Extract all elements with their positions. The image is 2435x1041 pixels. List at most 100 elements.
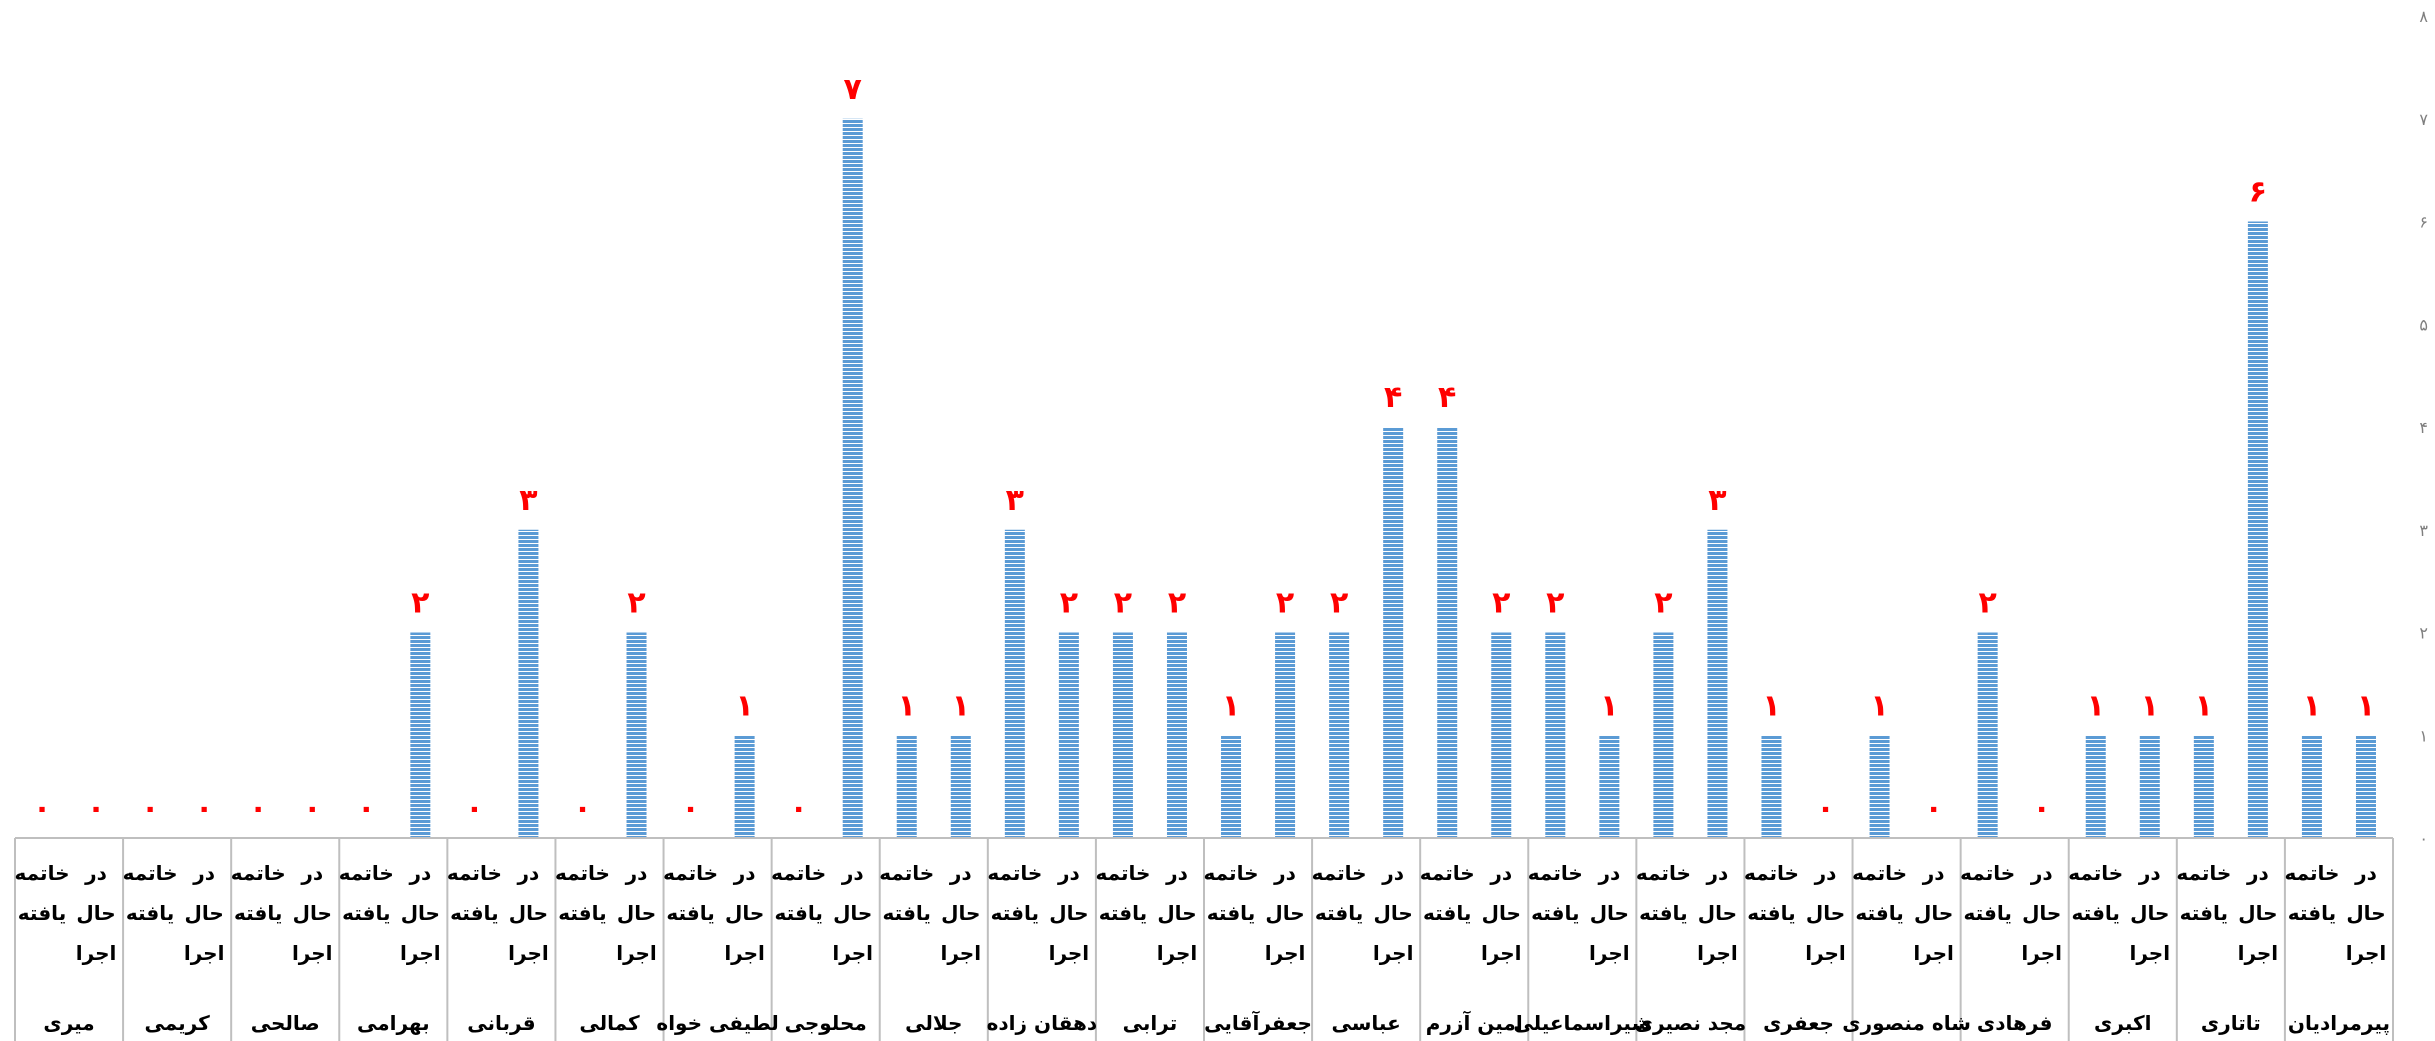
status-label-done: خاتمه bbox=[555, 861, 610, 885]
status-label-in-progress: در bbox=[841, 861, 864, 885]
category-label: پیرمرادیان bbox=[2288, 1011, 2390, 1036]
status-label-done: یافته bbox=[1855, 901, 1903, 925]
data-label: ۰ bbox=[87, 791, 105, 826]
bar-in-progress bbox=[2139, 735, 2160, 838]
y-tick-label: ۸ bbox=[2419, 7, 2428, 26]
bar-done bbox=[2301, 735, 2322, 838]
bar-in-progress bbox=[1491, 632, 1512, 838]
status-label-done: خاتمه bbox=[1312, 861, 1367, 885]
status-label-done: خاتمه bbox=[1528, 861, 1583, 885]
status-label-done: خاتمه bbox=[1852, 861, 1907, 885]
status-label-in-progress: اجرا bbox=[1805, 941, 1846, 965]
status-label-in-progress: در bbox=[84, 861, 107, 885]
y-tick-label: ۳ bbox=[2419, 521, 2428, 540]
status-label-in-progress: حال bbox=[1157, 901, 1196, 925]
status-label-in-progress: در bbox=[300, 861, 323, 885]
data-label: ۱ bbox=[1600, 688, 1618, 723]
category-label: کریمی bbox=[145, 1011, 211, 1035]
status-label-done: خاتمه bbox=[231, 861, 286, 885]
status-label-in-progress: حال bbox=[509, 901, 548, 925]
status-label-in-progress: حال bbox=[1806, 901, 1845, 925]
data-label: ۴ bbox=[1384, 380, 1402, 415]
bars-layer bbox=[410, 118, 2376, 838]
status-label-done: خاتمه bbox=[1636, 861, 1691, 885]
category-label: عباسی bbox=[1332, 1011, 1401, 1035]
status-label-in-progress: اجرا bbox=[832, 941, 873, 965]
status-label-in-progress: اجرا bbox=[1697, 941, 1738, 965]
status-label-done: یافته bbox=[1423, 901, 1471, 925]
category-label: اکبری bbox=[2094, 1011, 2151, 1035]
bar-done bbox=[1545, 632, 1566, 838]
data-label: ۱ bbox=[2141, 688, 2159, 723]
status-label-done: خاتمه bbox=[2284, 861, 2339, 885]
y-tick-label: ۰ bbox=[2419, 829, 2428, 848]
status-label-in-progress: حال bbox=[2022, 901, 2061, 925]
bar-in-progress bbox=[842, 118, 863, 838]
status-label-done: خاتمه bbox=[2176, 861, 2231, 885]
bar-in-progress bbox=[1383, 427, 1404, 838]
status-label-in-progress: در bbox=[625, 861, 648, 885]
status-label-in-progress: در bbox=[949, 861, 972, 885]
status-label-done: یافته bbox=[666, 901, 714, 925]
status-label-in-progress: اجرا bbox=[2021, 941, 2062, 965]
bar-in-progress bbox=[2247, 221, 2268, 838]
status-label-in-progress: اجرا bbox=[184, 941, 225, 965]
bar-in-progress bbox=[626, 632, 647, 838]
category-label: صالحی bbox=[251, 1011, 320, 1035]
bar-done bbox=[1004, 529, 1025, 838]
data-label: ۲ bbox=[1168, 586, 1186, 621]
status-label-in-progress: اجرا bbox=[1157, 941, 1198, 965]
data-label: ۱ bbox=[952, 688, 970, 723]
status-label-done: یافته bbox=[2072, 901, 2120, 925]
y-tick-label: ۴ bbox=[2419, 418, 2428, 437]
status-label-in-progress: اجرا bbox=[1913, 941, 1954, 965]
data-labels-layer: ۱ ۱ ۶ ۱ ۱ ۱ ۰ ۲ ۰ ۱ ۰ ۱ ۳ ۲ ۱ ۲ ۲ ۴ ۴ ۲ ۲ ۱ ۲ ۲ ۲ ۳ ۱ ۱ ۷ ۰ ۱ ۰ ۲ ۰ ۳ ۰ ۲ ۰ ۰ ۰… bbox=[33, 72, 2375, 826]
y-tick-label: ۷ bbox=[2419, 110, 2428, 129]
bar-done bbox=[1221, 735, 1242, 838]
bar-done bbox=[1761, 735, 1782, 838]
data-label: ۱ bbox=[1222, 688, 1240, 723]
bar-done bbox=[1977, 632, 1998, 838]
status-label-in-progress: اجرا bbox=[76, 941, 117, 965]
status-label-done: خاتمه bbox=[1095, 861, 1150, 885]
status-label-in-progress: اجرا bbox=[292, 941, 333, 965]
status-label-done: یافته bbox=[342, 901, 390, 925]
status-label-in-progress: حال bbox=[2238, 901, 2277, 925]
data-label: ۰ bbox=[573, 791, 591, 826]
status-label-done: خاتمه bbox=[1744, 861, 1799, 885]
bar-done bbox=[1112, 632, 1133, 838]
y-tick-label: ۱ bbox=[2419, 726, 2428, 745]
bar-done bbox=[1653, 632, 1674, 838]
status-label-in-progress: حال bbox=[1590, 901, 1629, 925]
category-label: محلوجی bbox=[785, 1011, 867, 1035]
bar-in-progress bbox=[410, 632, 431, 838]
data-label: ۱ bbox=[735, 688, 753, 723]
data-label: ۲ bbox=[1546, 586, 1564, 621]
status-label-done: خاتمه bbox=[15, 861, 70, 885]
status-label-in-progress: اجرا bbox=[1265, 941, 1306, 965]
data-label: ۲ bbox=[1276, 586, 1294, 621]
category-label: فرهادی bbox=[1977, 1011, 2053, 1035]
status-label-in-progress: در bbox=[2246, 861, 2269, 885]
data-label: ۱ bbox=[2303, 688, 2321, 723]
data-label: ۰ bbox=[465, 791, 483, 826]
status-label-done: خاتمه bbox=[987, 861, 1042, 885]
status-label-in-progress: حال bbox=[1914, 901, 1953, 925]
status-label-in-progress: حال bbox=[1265, 901, 1304, 925]
status-label-done: یافته bbox=[1207, 901, 1255, 925]
status-label-done: خاتمه bbox=[1420, 861, 1475, 885]
status-label-in-progress: در bbox=[1814, 861, 1837, 885]
status-label-in-progress: اجرا bbox=[2346, 941, 2387, 965]
status-label-in-progress: اجرا bbox=[1481, 941, 1522, 965]
status-label-in-progress: اجرا bbox=[508, 941, 549, 965]
data-label: ۱ bbox=[1870, 688, 1888, 723]
data-label: ۶ bbox=[2249, 175, 2267, 210]
data-label: ۲ bbox=[627, 586, 645, 621]
status-label-done: خاتمه bbox=[1204, 861, 1259, 885]
status-label-in-progress: اجرا bbox=[1049, 941, 1090, 965]
data-label: ۲ bbox=[411, 586, 429, 621]
bar-in-progress bbox=[950, 735, 971, 838]
status-label-in-progress: حال bbox=[293, 901, 332, 925]
status-label-in-progress: حال bbox=[1374, 901, 1413, 925]
